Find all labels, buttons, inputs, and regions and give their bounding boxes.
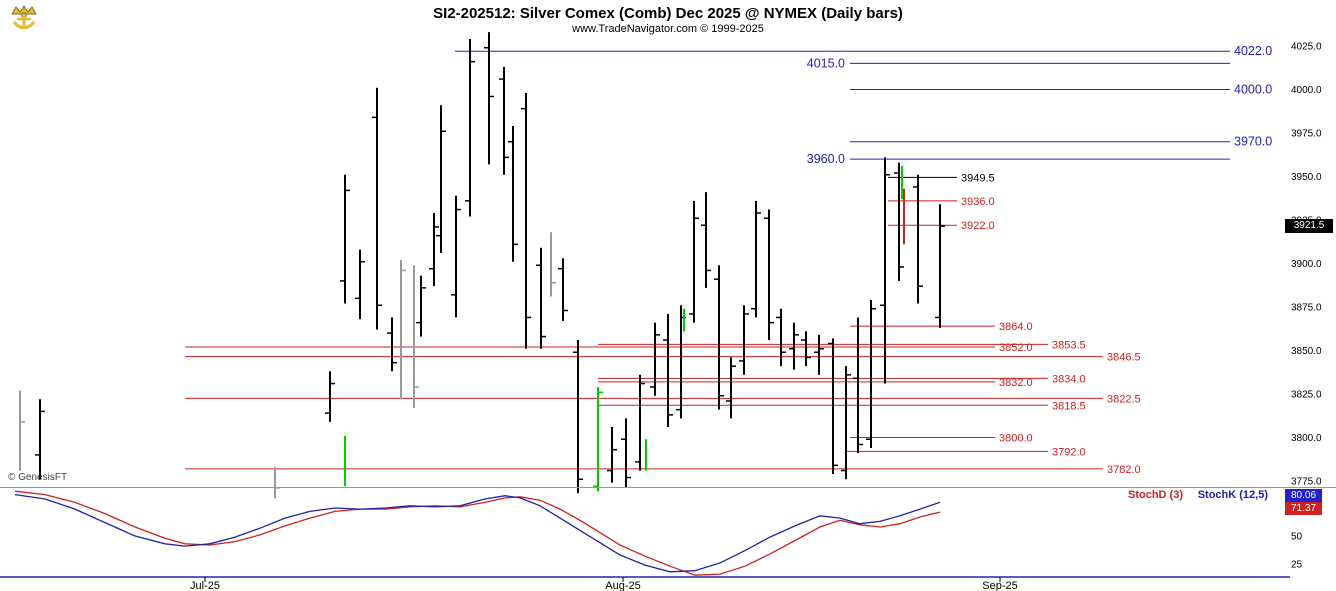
- price-axis-tick-label: 3900.0: [1291, 259, 1322, 270]
- price-axis-tick-label: 3975.0: [1291, 129, 1322, 140]
- price-level-label: 3970.0: [1234, 135, 1272, 149]
- price-level-label: 3800.0: [999, 433, 1033, 445]
- genesis-anchor-logo: [7, 3, 41, 38]
- price-axis-tick-label: 3875.0: [1291, 303, 1322, 314]
- stoch-d-legend-label[interactable]: StochD (3): [1128, 489, 1183, 501]
- price-level-label: 3960.0: [807, 152, 845, 166]
- price-level-label: 3936.0: [961, 196, 995, 208]
- price-axis-tick-label: 4025.0: [1291, 42, 1322, 53]
- stoch-k-value-badge: 80.06: [1285, 489, 1322, 502]
- price-level-label: 4022.0: [1234, 44, 1272, 58]
- price-axis-tick-label: 3825.0: [1291, 390, 1322, 401]
- price-level-label: 3782.0: [1107, 464, 1141, 476]
- price-level-label: 3822.5: [1107, 393, 1141, 405]
- price-axis-tick-label: 3850.0: [1291, 346, 1322, 357]
- stoch-axis-tick-label: 50: [1291, 532, 1303, 543]
- price-level-label: 3792.0: [1052, 446, 1086, 458]
- price-axis-tick-label: 4000.0: [1291, 85, 1322, 96]
- price-level-label: 4015.0: [807, 56, 845, 70]
- price-level-label: 3832.0: [999, 377, 1033, 389]
- price-level-label: 3846.5: [1107, 352, 1141, 364]
- price-axis-tick-label: 3800.0: [1291, 433, 1322, 444]
- genesisft-watermark: © GenesisFT: [8, 472, 68, 483]
- stoch-k-line: [14, 493, 941, 573]
- price-level-label: 4000.0: [1234, 83, 1272, 97]
- x-axis-month-label: Aug-25: [605, 580, 640, 591]
- x-axis-month-label: Sep-25: [982, 580, 1017, 591]
- price-level-label: 3834.0: [1052, 373, 1086, 385]
- price-level-label: 3818.5: [1052, 400, 1086, 412]
- last-price-badge: 3921.5: [1285, 219, 1333, 233]
- stoch-d-line: [14, 490, 941, 576]
- x-axis-month-label: Jul-25: [190, 580, 220, 591]
- anchor-icon: [11, 5, 37, 30]
- stoch-d-value-badge: 71.37: [1285, 502, 1322, 515]
- price-axis-tick-label: 3775.0: [1291, 477, 1322, 488]
- price-level-label: 3949.5: [961, 172, 995, 184]
- price-axis-tick-label: 3950.0: [1291, 172, 1322, 183]
- stoch-axis-tick-label: 25: [1291, 560, 1303, 571]
- price-level-label: 3864.0: [999, 321, 1033, 333]
- price-level-label: 3852.0: [999, 342, 1033, 354]
- stoch-k-legend-label[interactable]: StochK (12,5): [1197, 489, 1268, 501]
- price-level-label: 3922.0: [961, 220, 995, 232]
- price-level-label: 3853.5: [1052, 339, 1086, 351]
